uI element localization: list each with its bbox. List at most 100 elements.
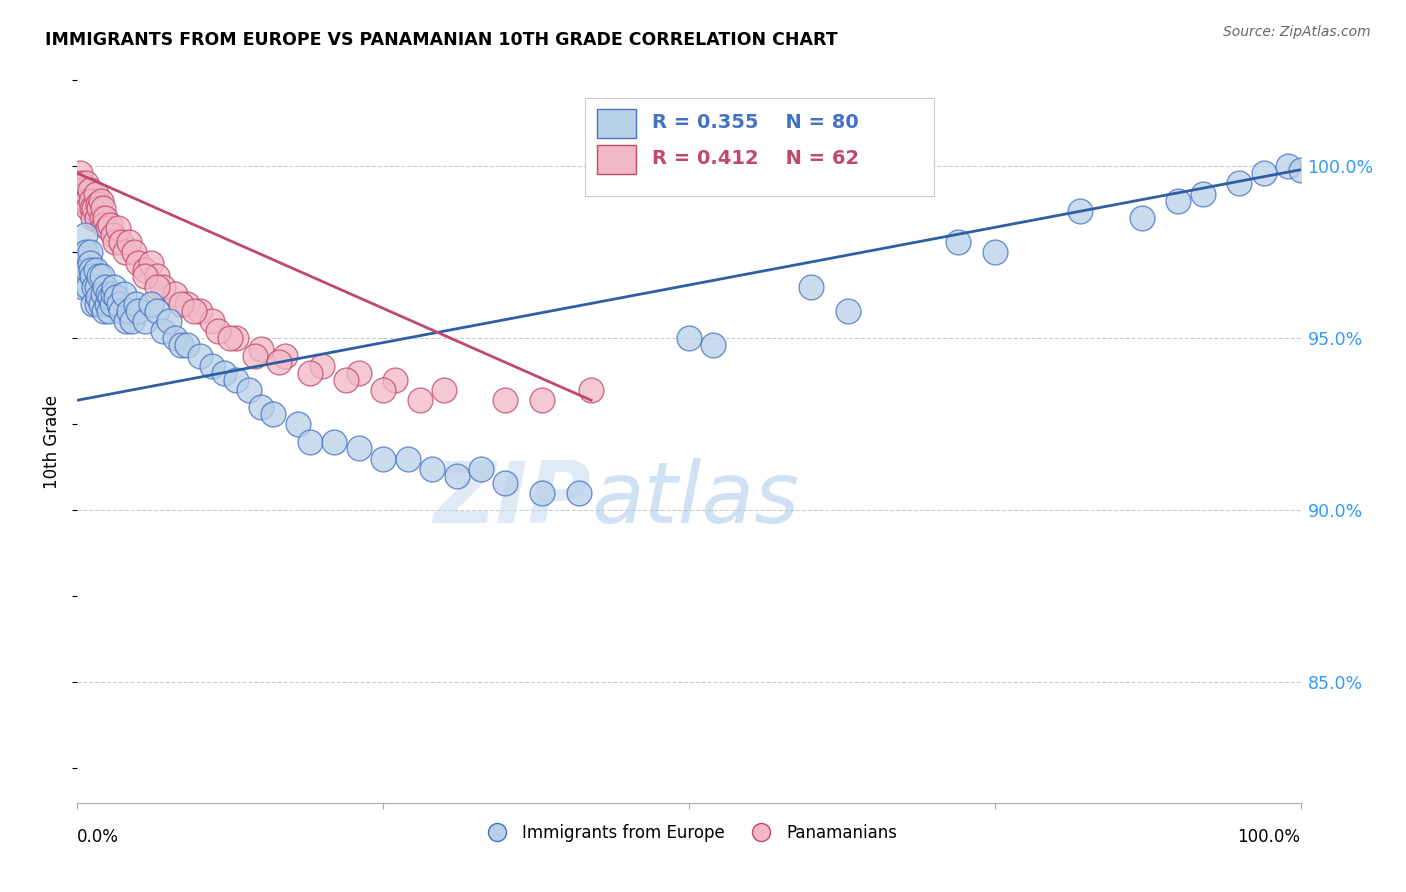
Point bbox=[86, 279, 108, 293]
Y-axis label: 10th Grade: 10th Grade bbox=[44, 394, 62, 489]
Point bbox=[323, 434, 346, 449]
Point bbox=[87, 290, 110, 304]
Point bbox=[371, 451, 394, 466]
Point bbox=[89, 201, 111, 215]
Point bbox=[212, 366, 235, 380]
Point bbox=[118, 303, 141, 318]
Point bbox=[702, 338, 724, 352]
Point bbox=[183, 303, 205, 318]
Text: IMMIGRANTS FROM EUROPE VS PANAMANIAN 10TH GRADE CORRELATION CHART: IMMIGRANTS FROM EUROPE VS PANAMANIAN 10T… bbox=[45, 31, 838, 49]
Point bbox=[77, 279, 100, 293]
Point bbox=[76, 194, 98, 208]
Point bbox=[165, 286, 187, 301]
Point bbox=[121, 314, 143, 328]
Point bbox=[82, 297, 104, 311]
Point bbox=[98, 290, 121, 304]
Point bbox=[1289, 162, 1312, 177]
Point bbox=[269, 355, 291, 369]
Point bbox=[262, 407, 284, 421]
Point bbox=[83, 279, 105, 293]
Point bbox=[97, 286, 120, 301]
Text: R = 0.355    N = 80: R = 0.355 N = 80 bbox=[652, 112, 859, 132]
Point bbox=[170, 338, 193, 352]
Point bbox=[125, 297, 148, 311]
Point bbox=[311, 359, 333, 373]
Point bbox=[152, 325, 174, 339]
Point bbox=[433, 383, 456, 397]
Point bbox=[446, 469, 468, 483]
Point bbox=[122, 245, 145, 260]
Point bbox=[298, 366, 321, 380]
Point bbox=[800, 279, 823, 293]
Point bbox=[678, 331, 700, 345]
Point bbox=[1229, 177, 1251, 191]
Point bbox=[470, 462, 492, 476]
Point bbox=[188, 303, 211, 318]
Point bbox=[75, 245, 97, 260]
Point bbox=[420, 462, 443, 476]
FancyBboxPatch shape bbox=[598, 109, 637, 138]
Point bbox=[84, 262, 107, 277]
Point bbox=[250, 342, 273, 356]
Point bbox=[105, 290, 128, 304]
Point bbox=[94, 211, 117, 225]
Point bbox=[98, 303, 121, 318]
Point bbox=[115, 314, 138, 328]
Point bbox=[1167, 194, 1189, 208]
Point bbox=[946, 235, 969, 249]
Point bbox=[157, 314, 180, 328]
Point bbox=[139, 297, 162, 311]
Point bbox=[79, 183, 101, 197]
Point bbox=[86, 297, 108, 311]
Point bbox=[118, 235, 141, 249]
Point bbox=[495, 393, 517, 408]
Point bbox=[243, 349, 266, 363]
Point bbox=[176, 338, 198, 352]
Point bbox=[152, 279, 174, 293]
Text: Source: ZipAtlas.com: Source: ZipAtlas.com bbox=[1223, 25, 1371, 39]
Point bbox=[73, 228, 96, 243]
Point bbox=[298, 434, 321, 449]
Point bbox=[69, 166, 91, 180]
Point bbox=[87, 197, 110, 211]
Text: ZIP: ZIP bbox=[433, 458, 591, 541]
Point bbox=[90, 211, 112, 225]
Point bbox=[114, 245, 136, 260]
Point bbox=[134, 262, 156, 277]
Point bbox=[86, 211, 108, 225]
Point bbox=[82, 211, 104, 225]
Point bbox=[97, 221, 120, 235]
Point bbox=[495, 475, 517, 490]
Point bbox=[134, 269, 156, 284]
Point bbox=[75, 177, 97, 191]
Point bbox=[90, 269, 112, 284]
Point bbox=[219, 331, 242, 345]
Point bbox=[104, 235, 127, 249]
Point bbox=[70, 183, 93, 197]
Point bbox=[103, 279, 125, 293]
Point bbox=[93, 303, 115, 318]
Point bbox=[1069, 204, 1091, 219]
Point bbox=[80, 194, 103, 208]
Point bbox=[238, 383, 260, 397]
Point bbox=[146, 269, 169, 284]
Point bbox=[72, 279, 94, 293]
Point bbox=[225, 373, 247, 387]
Point bbox=[80, 201, 103, 215]
Point bbox=[77, 201, 100, 215]
Point bbox=[98, 218, 121, 232]
Point bbox=[112, 286, 135, 301]
Point bbox=[1253, 166, 1275, 180]
Point bbox=[96, 297, 118, 311]
FancyBboxPatch shape bbox=[585, 98, 934, 196]
Point bbox=[139, 255, 162, 269]
Point bbox=[89, 269, 111, 284]
Point bbox=[837, 303, 859, 318]
Point bbox=[225, 331, 247, 345]
Point bbox=[984, 245, 1007, 260]
Point bbox=[1130, 211, 1153, 225]
Point bbox=[127, 255, 149, 269]
Point bbox=[176, 297, 198, 311]
Point bbox=[165, 331, 187, 345]
Point bbox=[134, 314, 156, 328]
